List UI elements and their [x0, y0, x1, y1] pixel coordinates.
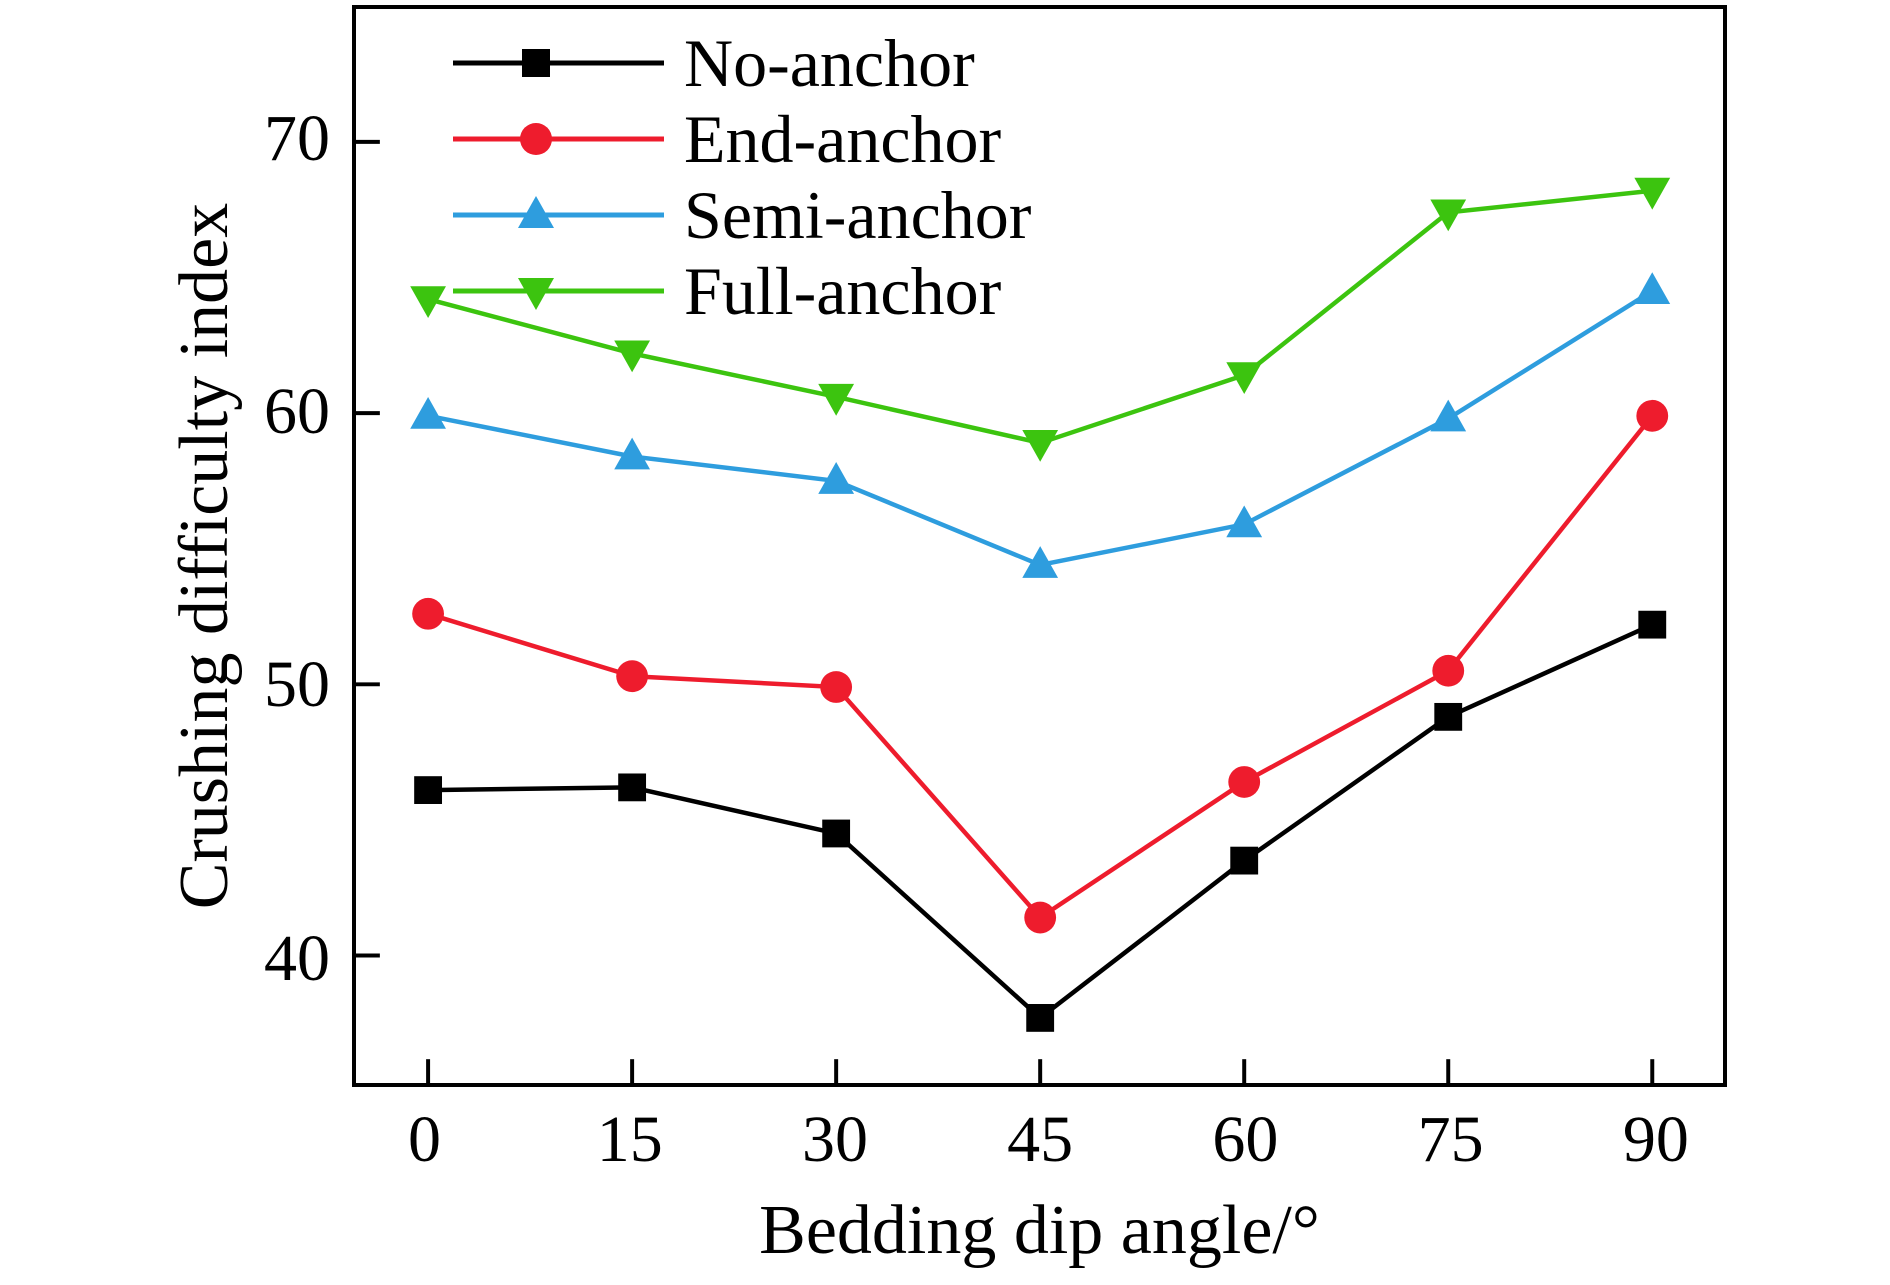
triangle-down-marker-icon-data-point: [1634, 177, 1671, 210]
x-tick-label: 45: [1007, 1103, 1074, 1176]
triangle-up-marker-icon-legend: [518, 196, 554, 228]
triangle-up-marker-icon-data-point: [410, 396, 446, 429]
legend-item-semi-anchor: Semi-anchor: [451, 177, 1031, 253]
x-tick-label: 15: [596, 1103, 663, 1176]
circle-marker-icon-data-point: [1228, 766, 1261, 798]
triangle-up-marker-icon-data-point: [614, 437, 651, 470]
triangle-up-marker-icon-data-point: [1226, 505, 1263, 538]
square-marker-icon-data-point: [1638, 610, 1667, 639]
legend-item-end-anchor: End-anchor: [451, 101, 1031, 177]
legend-label: No-anchor: [684, 25, 975, 101]
circle-marker-icon-legend: [520, 123, 552, 155]
square-marker-icon-legend: [522, 49, 550, 77]
y-tick-label: 40: [264, 921, 330, 995]
legend-item-no-anchor: No-anchor: [451, 25, 1031, 101]
triangle-down-marker-icon-data-point: [614, 340, 651, 373]
x-tick-label: 60: [1212, 1103, 1279, 1176]
legend-label: Full-anchor: [684, 253, 1002, 329]
series-line-no-anchor: [428, 622, 1654, 1021]
plot-area: No-anchor End-anchor Semi-anchor Full-ancho…: [352, 5, 1727, 1087]
triangle-down-marker-icon-legend: [518, 278, 554, 310]
triangle-up-marker-icon-data-point: [818, 462, 855, 494]
legend-swatch: [453, 278, 664, 310]
triangle-down-marker-icon-data-point: [1430, 199, 1467, 232]
legend: No-anchor End-anchor Semi-anchor Full-ancho…: [451, 25, 1031, 329]
square-marker-icon-data-point: [822, 819, 851, 848]
plot-canvas: [356, 139, 1671, 1083]
circle-marker-icon-data-point: [1024, 901, 1057, 934]
circle-marker-icon-data-point: [412, 597, 444, 630]
y-tick-label: 60: [264, 375, 330, 449]
legend-swatch: [453, 196, 664, 228]
legend-label: End-anchor: [684, 101, 1002, 177]
triangle-down-marker-icon-data-point: [410, 286, 446, 319]
circle-marker-icon-data-point: [1432, 654, 1465, 687]
series-line-semi-anchor: [427, 289, 1654, 568]
series-line-end-anchor: [427, 414, 1655, 921]
y-axis-title: Crushing difficulty index: [166, 202, 243, 910]
x-tick-label: 0: [408, 1103, 441, 1176]
circle-marker-icon-data-point: [820, 671, 853, 703]
triangle-down-marker-icon-data-point: [1022, 430, 1059, 462]
legend-swatch: [453, 123, 664, 155]
legend-swatch: [453, 49, 664, 77]
legend-item-full-anchor: Full-anchor: [451, 253, 1031, 329]
legend-label: Semi-anchor: [684, 177, 1032, 253]
square-marker-icon-data-point: [1230, 846, 1259, 875]
y-tick-label: 50: [264, 648, 330, 722]
circle-marker-icon-data-point: [616, 660, 649, 693]
x-tick-label: 75: [1417, 1103, 1484, 1176]
x-tick-label: 30: [801, 1103, 868, 1176]
triangle-down-marker-icon-data-point: [818, 383, 855, 416]
triangle-up-marker-icon-data-point: [1430, 399, 1467, 432]
x-axis-title: Bedding dip angle/°: [759, 1192, 1320, 1269]
triangle-down-marker-icon-data-point: [1226, 362, 1263, 394]
circle-marker-icon-data-point: [1636, 399, 1669, 432]
triangle-up-marker-icon-data-point: [1022, 546, 1059, 578]
x-tick-label: 90: [1622, 1103, 1689, 1176]
triangle-up-marker-icon-data-point: [1634, 272, 1671, 304]
square-marker-icon-data-point: [1434, 702, 1463, 731]
square-marker-icon-data-point: [618, 773, 647, 802]
square-marker-icon-data-point: [1026, 1004, 1055, 1032]
square-marker-icon-data-point: [414, 776, 443, 804]
y-tick-label: 70: [264, 101, 330, 175]
